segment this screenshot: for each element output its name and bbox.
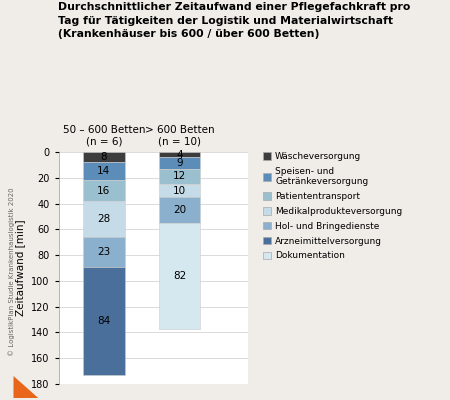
Text: © LogistikPlan Studie Krankenhauslogistik 2020: © LogistikPlan Studie Krankenhauslogisti… — [8, 188, 14, 356]
Text: 14: 14 — [97, 166, 111, 176]
Bar — [83, 180, 125, 201]
Bar — [159, 197, 200, 223]
Text: 84: 84 — [97, 316, 111, 326]
Text: Durchschnittlicher Zeitaufwand einer Pflegefachkraft pro
Tag für Tätigkeiten der: Durchschnittlicher Zeitaufwand einer Pfl… — [58, 2, 411, 39]
Bar — [159, 152, 200, 157]
Bar — [159, 169, 200, 184]
Text: 16: 16 — [97, 186, 111, 196]
Text: 12: 12 — [173, 172, 186, 182]
Text: 20: 20 — [173, 205, 186, 215]
Bar — [83, 237, 125, 267]
Bar — [159, 223, 200, 328]
Bar — [83, 267, 125, 375]
Text: 10: 10 — [173, 186, 186, 196]
Bar — [159, 157, 200, 169]
Bar — [159, 184, 200, 197]
Y-axis label: Zeitaufwand [min]: Zeitaufwand [min] — [15, 220, 25, 316]
Text: 9: 9 — [176, 158, 183, 168]
Text: 8: 8 — [100, 152, 107, 162]
Bar — [83, 152, 125, 162]
Bar — [83, 201, 125, 237]
Text: 28: 28 — [97, 214, 111, 224]
Text: 82: 82 — [173, 271, 186, 281]
Bar — [83, 162, 125, 180]
Text: 4: 4 — [176, 150, 183, 160]
Legend: Wäscheversorgung, Speisen- und
Getränkeversorgung, Patiententransport, Medikalpr: Wäscheversorgung, Speisen- und Getränkev… — [263, 152, 402, 260]
Text: 23: 23 — [97, 247, 111, 257]
